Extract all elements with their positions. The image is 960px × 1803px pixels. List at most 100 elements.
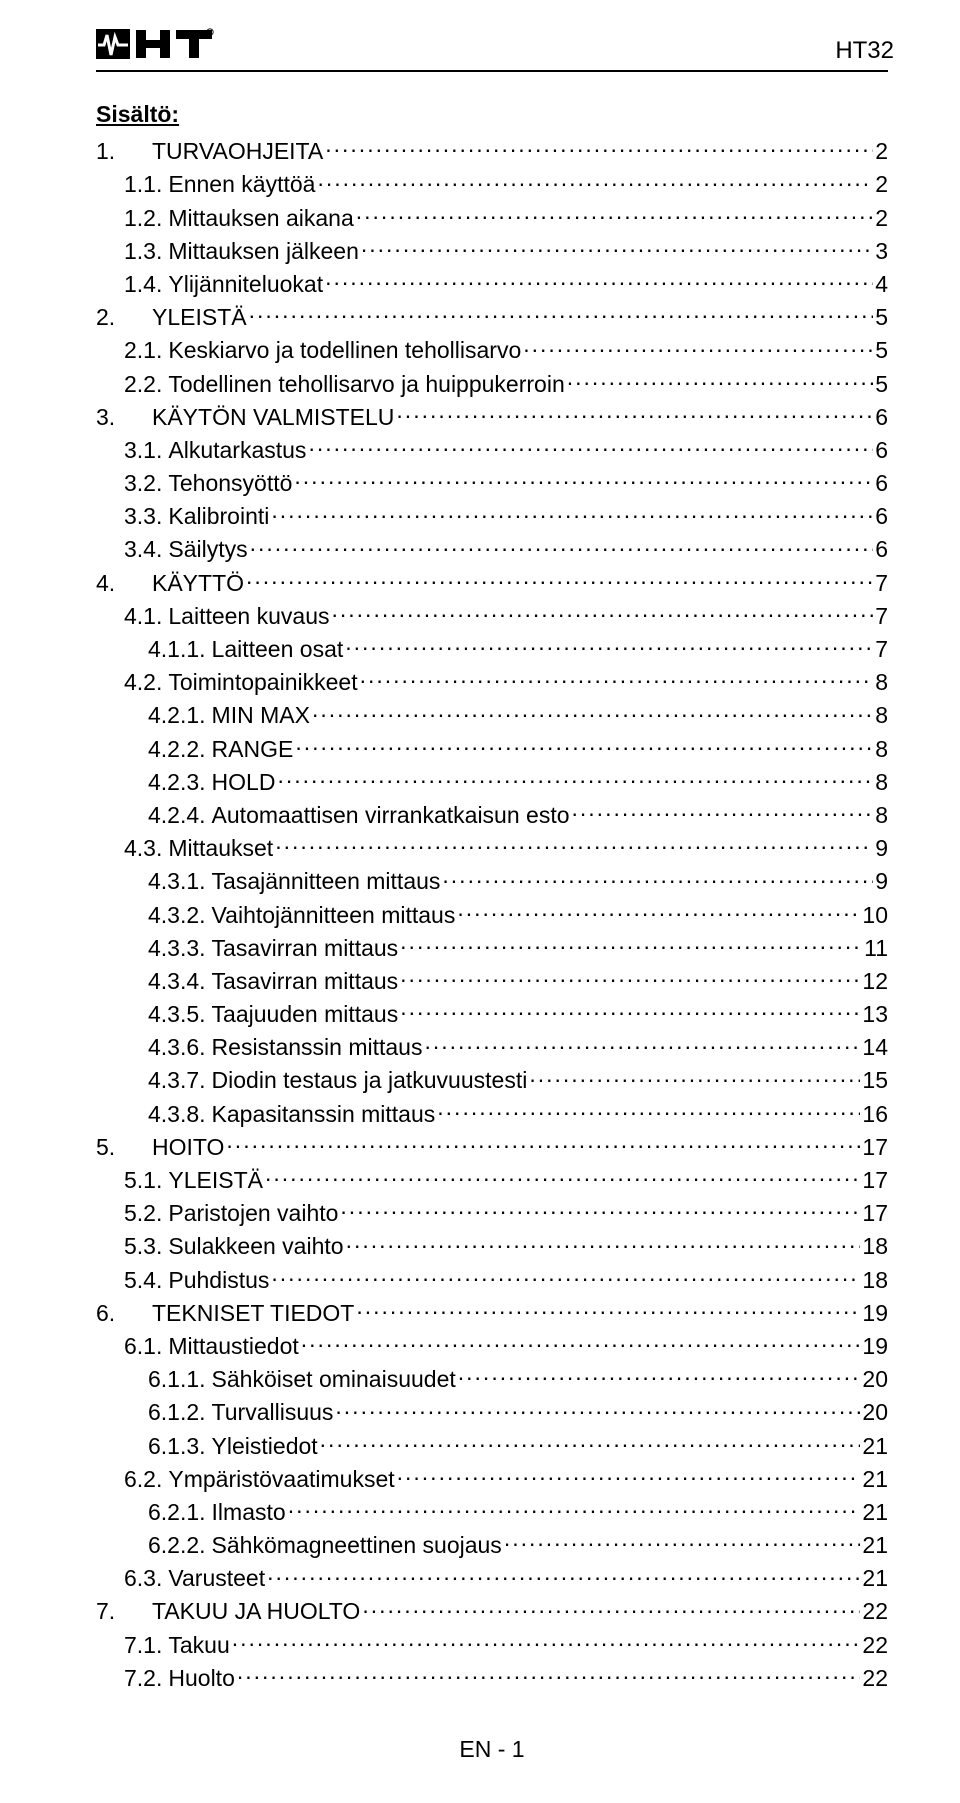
toc-entry-number: 3. bbox=[96, 403, 152, 432]
toc-entry-page: 8 bbox=[875, 668, 888, 697]
toc-entry: 6.3.Varusteet21 bbox=[96, 1560, 888, 1593]
toc-leader-dots bbox=[271, 498, 873, 524]
toc-entry-text: 4.3.6.Resistanssin mittaus bbox=[148, 1033, 422, 1062]
toc-leader-dots bbox=[325, 133, 873, 159]
toc-entry-page: 22 bbox=[862, 1597, 888, 1626]
toc-entry-text: 7.2.Huolto bbox=[124, 1664, 235, 1693]
toc-entry-number: 6.1. bbox=[124, 1332, 162, 1361]
toc-entry-text: 4.1.1.Laitteen osat bbox=[148, 635, 343, 664]
toc-entry-number: 4.2.2. bbox=[148, 735, 206, 764]
toc-entry-text: 2.YLEISTÄ bbox=[96, 303, 247, 332]
toc-leader-dots bbox=[567, 365, 873, 391]
toc-entry: 6.1.3.Yleistiedot21 bbox=[96, 1427, 888, 1460]
toc-entry-number: 1.1. bbox=[124, 170, 162, 199]
toc-entry-number: 1.2. bbox=[124, 204, 162, 233]
toc-entry-page: 6 bbox=[875, 403, 888, 432]
toc-leader-dots bbox=[424, 1029, 860, 1055]
page-header: R HT32 bbox=[96, 28, 888, 66]
toc-leader-dots bbox=[572, 797, 874, 823]
toc-entry-page: 21 bbox=[862, 1564, 888, 1593]
toc-entry-text: 6.1.Mittaustiedot bbox=[124, 1332, 299, 1361]
toc-entry-number: 2. bbox=[96, 303, 152, 332]
toc-entry-number: 3.2. bbox=[124, 469, 162, 498]
toc-entry-page: 19 bbox=[862, 1332, 888, 1361]
toc-leader-dots bbox=[277, 763, 873, 789]
toc-entry-page: 18 bbox=[862, 1266, 888, 1295]
toc-entry-text: 6.2.1.Ilmasto bbox=[148, 1498, 286, 1527]
toc-entry-page: 14 bbox=[862, 1033, 888, 1062]
toc-entry-title: Tasavirran mittaus bbox=[212, 935, 399, 961]
toc-entry-number: 7.2. bbox=[124, 1664, 162, 1693]
toc-entry-title: Sähkömagneettinen suojaus bbox=[212, 1532, 502, 1558]
toc-entry-text: 4.3.5.Taajuuden mittaus bbox=[148, 1000, 398, 1029]
toc-entry-number: 5.1. bbox=[124, 1166, 162, 1195]
toc-entry-page: 13 bbox=[862, 1000, 888, 1029]
toc-entry-number: 6.1.1. bbox=[148, 1365, 206, 1394]
toc-leader-dots bbox=[504, 1527, 861, 1553]
toc-leader-dots bbox=[275, 830, 873, 856]
toc-entry-page: 8 bbox=[875, 735, 888, 764]
toc-entry-title: Taajuuden mittaus bbox=[212, 1001, 399, 1027]
toc-entry: 4.2.1.MIN MAX8 bbox=[96, 697, 888, 730]
toc-entry-title: Kapasitanssin mittaus bbox=[212, 1101, 436, 1127]
toc-entry-title: Sähköiset ominaisuudet bbox=[212, 1366, 456, 1392]
toc-entry-number: 4.3.7. bbox=[148, 1066, 206, 1095]
toc-entry-number: 6.1.3. bbox=[148, 1432, 206, 1461]
toc-entry-text: 6.1.1.Sähköiset ominaisuudet bbox=[148, 1365, 456, 1394]
page-footer: EN - 1 bbox=[96, 1735, 888, 1764]
toc-entry-page: 7 bbox=[875, 602, 888, 631]
toc-entry: 1.3.Mittauksen jälkeen3 bbox=[96, 232, 888, 265]
toc-entry-number: 7.1. bbox=[124, 1631, 162, 1660]
toc-leader-dots bbox=[320, 1427, 861, 1453]
toc-entry-title: TAKUU JA HUOLTO bbox=[152, 1598, 360, 1624]
toc-entry-number: 3.3. bbox=[124, 502, 162, 531]
toc-entry-title: HOITO bbox=[152, 1134, 224, 1160]
toc-entry-page: 22 bbox=[862, 1664, 888, 1693]
toc-entry-page: 9 bbox=[875, 867, 888, 896]
toc-leader-dots bbox=[346, 1228, 861, 1254]
toc-leader-dots bbox=[332, 597, 874, 623]
toc-entry-page: 3 bbox=[875, 237, 888, 266]
toc-entry-number: 4.1. bbox=[124, 602, 162, 631]
table-of-contents: 1.TURVAOHJEITA21.1.Ennen käyttöä21.2.Mit… bbox=[96, 133, 888, 1693]
toc-entry-page: 18 bbox=[862, 1232, 888, 1261]
toc-entry-text: 4.2.1.MIN MAX bbox=[148, 701, 310, 730]
toc-entry-title: TURVAOHJEITA bbox=[152, 138, 323, 164]
toc-entry-number: 2.2. bbox=[124, 370, 162, 399]
toc-entry-page: 15 bbox=[862, 1066, 888, 1095]
toc-entry-title: Tasajännitteen mittaus bbox=[212, 868, 441, 894]
toc-entry-title: RANGE bbox=[212, 736, 294, 762]
toc-entry-text: 5.3.Sulakkeen vaihto bbox=[124, 1232, 344, 1261]
toc-entry: 3.4.Säilytys6 bbox=[96, 531, 888, 564]
toc-entry-page: 20 bbox=[862, 1398, 888, 1427]
toc-entry-number: 4.2. bbox=[124, 668, 162, 697]
toc-leader-dots bbox=[325, 266, 873, 292]
toc-leader-dots bbox=[250, 531, 874, 557]
toc-entry-text: 1.TURVAOHJEITA bbox=[96, 137, 323, 166]
toc-entry-page: 21 bbox=[862, 1498, 888, 1527]
toc-entry-number: 6.2. bbox=[124, 1465, 162, 1494]
toc-entry: 3.2.Tehonsyöttö6 bbox=[96, 465, 888, 498]
toc-entry-title: Kalibrointi bbox=[168, 503, 269, 529]
toc-entry-text: 1.4.Ylijänniteluokat bbox=[124, 270, 323, 299]
logo-mark-icon bbox=[96, 29, 130, 59]
toc-leader-dots bbox=[362, 1593, 860, 1619]
toc-entry-page: 6 bbox=[875, 502, 888, 531]
toc-entry-title: Toimintopainikkeet bbox=[168, 669, 357, 695]
toc-entry: 1.1.Ennen käyttöä2 bbox=[96, 166, 888, 199]
toc-leader-dots bbox=[294, 465, 873, 491]
svg-text:R: R bbox=[208, 30, 212, 36]
toc-entry-text: 3.3.Kalibrointi bbox=[124, 502, 269, 531]
toc-leader-dots bbox=[301, 1328, 861, 1354]
toc-entry: 4.2.Toimintopainikkeet 8 bbox=[96, 664, 888, 697]
toc-leader-dots bbox=[400, 996, 860, 1022]
toc-entry-number: 4. bbox=[96, 569, 152, 598]
toc-leader-dots bbox=[360, 664, 874, 690]
toc-entry-number: 4.3.8. bbox=[148, 1100, 206, 1129]
toc-entry-title: Mittauksen jälkeen bbox=[168, 238, 359, 264]
toc-entry: 5.HOITO17 bbox=[96, 1128, 888, 1161]
toc-entry-title: YLEISTÄ bbox=[152, 304, 247, 330]
toc-entry-title: HOLD bbox=[212, 769, 276, 795]
toc-entry-title: Ilmasto bbox=[212, 1499, 286, 1525]
toc-leader-dots bbox=[312, 697, 873, 723]
